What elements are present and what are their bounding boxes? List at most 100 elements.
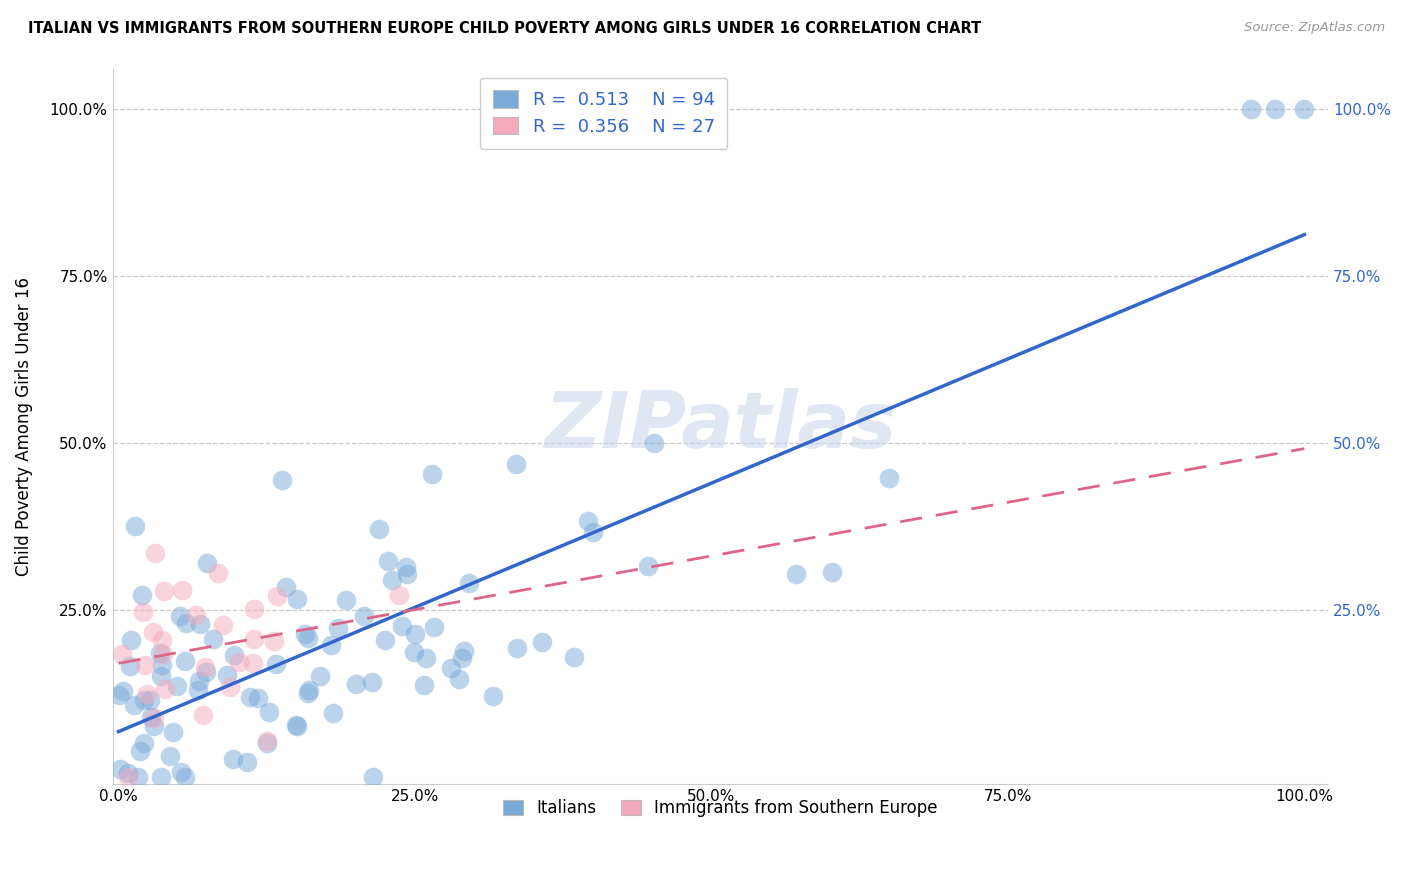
Point [169,609,191,624]
Legend: Italians, Immigrants from Southern Europe: Italians, Immigrants from Southern Europ… [495,791,946,825]
Point [263,634,285,648]
Point [191,708,214,723]
Point [361,770,384,784]
Point [117,766,139,780]
Point [297,686,319,700]
Point [150,669,173,683]
Point [150,657,173,672]
Point [134,736,156,750]
Point [186,608,208,623]
Point [142,711,165,725]
Point [402,644,425,658]
Point [212,618,235,632]
Point [284,718,307,732]
Point [187,674,209,689]
Point [482,690,505,704]
Point [361,675,384,690]
Y-axis label: Child Poverty Among Girls Under 16: Child Poverty Among Girls Under 16 [15,277,32,575]
Point [124,519,146,533]
Point [374,633,396,648]
Point [294,627,316,641]
Point [194,660,217,674]
Point [174,770,197,784]
Point [388,588,411,602]
Point [120,632,142,647]
Point [159,748,181,763]
Point [422,620,444,634]
Point [256,733,278,747]
Point [562,649,585,664]
Point [1240,102,1263,116]
Point [222,752,245,766]
Point [578,514,600,528]
Point [153,681,176,696]
Point [131,588,153,602]
Point [458,575,481,590]
Point [453,644,475,658]
Point [242,632,264,647]
Point [127,770,149,784]
Point [150,633,173,648]
Point [118,659,141,673]
Point [195,556,218,570]
Point [391,619,413,633]
Point [122,698,145,713]
Point [134,658,156,673]
Point [505,457,527,471]
Point [166,680,188,694]
Point [242,656,264,670]
Point [415,651,437,665]
Point [256,736,278,750]
Point [139,710,162,724]
Point [111,647,134,661]
Point [111,684,134,698]
Point [821,566,844,580]
Point [131,605,153,619]
Point [142,719,165,733]
Point [1294,102,1316,116]
Point [377,554,399,568]
Point [162,724,184,739]
Text: ITALIAN VS IMMIGRANTS FROM SOUTHERN EUROPE CHILD POVERTY AMONG GIRLS UNDER 16 CO: ITALIAN VS IMMIGRANTS FROM SOUTHERN EURO… [28,21,981,37]
Point [219,680,242,694]
Text: ZIPatlas: ZIPatlas [544,388,897,464]
Point [367,522,389,536]
Point [395,560,418,574]
Point [298,683,321,698]
Point [266,589,288,603]
Point [297,631,319,645]
Point [170,582,193,597]
Point [309,669,332,683]
Point [285,592,308,607]
Point [190,617,212,632]
Point [506,641,529,656]
Point [274,581,297,595]
Point [202,632,225,646]
Point [228,655,250,669]
Point [395,567,418,582]
Point [319,638,342,652]
Text: Source: ZipAtlas.com: Source: ZipAtlas.com [1244,21,1385,35]
Point [174,616,197,631]
Point [380,573,402,587]
Point [173,654,195,668]
Point [222,648,245,662]
Point [270,473,292,487]
Point [1264,102,1286,116]
Point [450,651,472,665]
Point [215,667,238,681]
Point [246,690,269,705]
Point [187,682,209,697]
Point [108,688,131,702]
Point [353,608,375,623]
Point [404,627,426,641]
Point [138,693,160,707]
Point [259,705,281,719]
Point [152,584,174,599]
Point [420,467,443,481]
Point [637,559,659,574]
Point [449,672,471,686]
Point [108,762,131,776]
Point [117,770,139,784]
Point [344,677,367,691]
